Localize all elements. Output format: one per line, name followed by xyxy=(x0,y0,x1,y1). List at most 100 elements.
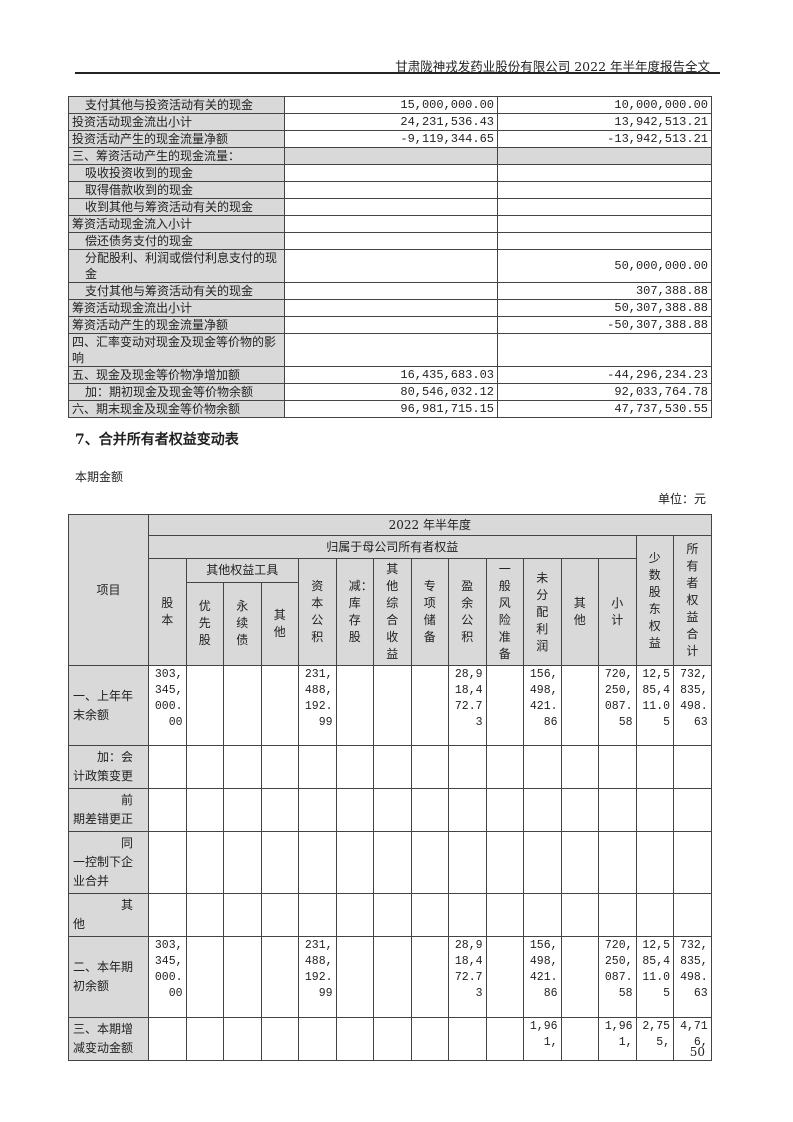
current-period-value: -9,119,344.65 xyxy=(284,130,498,148)
cell-value xyxy=(223,665,262,746)
column-header: 其他 xyxy=(560,558,599,666)
table-row: 四、汇率变动对现金及现金等价物的影响 xyxy=(68,333,712,367)
cell-value xyxy=(598,831,637,894)
prior-period-value: 307,388.88 xyxy=(497,282,712,300)
prior-period-value xyxy=(497,164,712,182)
row-label: 四、汇率变动对现金及现金等价物的影响 xyxy=(68,333,285,367)
cell-value: 28,918,472.73 xyxy=(448,936,487,1018)
column-header: 减：库存股 xyxy=(335,558,374,666)
cell-value xyxy=(373,893,412,937)
table-row: 二、本年期初余额 303,345,000.00 231,488,192.99 28,9… xyxy=(68,936,712,1018)
cell-value: 1,961, xyxy=(523,1017,562,1061)
row-label: 二、本年期初余额 xyxy=(68,936,149,1018)
parent-equity-header: 归属于母公司所有者权益 xyxy=(148,535,637,559)
table-row: 筹资活动产生的现金流量净额 -50,307,388.88 xyxy=(68,316,712,334)
column-header-text: 永续债 xyxy=(236,599,249,648)
cell-value xyxy=(523,831,562,894)
row-label: 同一控制下企业合并 xyxy=(68,831,149,894)
column-header: 优先股 xyxy=(185,581,224,667)
prior-period-value: 10,000,000.00 xyxy=(497,96,712,114)
cell-value xyxy=(523,893,562,937)
cell-value xyxy=(260,788,299,832)
cell-value xyxy=(635,745,674,789)
column-header-text: 小计 xyxy=(611,596,624,627)
cell-value: 12,585,411.05 xyxy=(635,665,674,746)
cell-value: 156,498,421.86 xyxy=(523,665,562,746)
table-row: 其他 xyxy=(68,893,712,937)
column-header: 资本公积 xyxy=(298,558,337,666)
cell-value xyxy=(260,893,299,937)
equity-change-table: 项目 2022 年半年度 归属于母公司所有者权益 少数股东权益 所有者权益合计 股本 其他权… xyxy=(68,514,712,1061)
cell-value: 231,488,192.99 xyxy=(298,665,337,746)
running-header: 甘肃陇神戎发药业股份有限公司 2022 年半年度报告全文 xyxy=(395,59,710,74)
column-header-text: 未分配利润 xyxy=(536,570,549,653)
cell-value xyxy=(410,1017,449,1061)
cell-value xyxy=(373,1017,412,1061)
cell-value xyxy=(485,1017,524,1061)
row-label: 偿还债务支付的现金 xyxy=(68,232,285,250)
cell-value: 720,250,087.58 xyxy=(598,665,637,746)
column-header-text: 盈余公积 xyxy=(461,579,474,644)
table-row: 加：期初现金及现金等价物余额 80,546,032.12 92,033,764.78 xyxy=(68,383,712,401)
row-label: 支付其他与投资活动有关的现金 xyxy=(68,96,285,114)
current-period-value xyxy=(284,333,498,367)
cell-value: 732,835,498.63 xyxy=(673,665,712,746)
cell-value: 28,918,472.73 xyxy=(448,665,487,746)
cell-value xyxy=(410,893,449,937)
cell-value xyxy=(148,745,187,789)
column-header: 小计 xyxy=(598,558,637,666)
column-header-text: 少数股东权益 xyxy=(648,550,661,650)
cell-value xyxy=(635,788,674,832)
cell-value xyxy=(560,745,599,789)
table-row: 分配股利、利润或偿付利息支付的现金 50,000,000.00 xyxy=(68,249,712,283)
prior-period-value xyxy=(497,198,712,216)
prior-period-value xyxy=(497,215,712,233)
header-row: 归属于母公司所有者权益 少数股东权益 所有者权益合计 xyxy=(69,535,712,666)
column-header: 股本 xyxy=(148,558,187,666)
cell-value xyxy=(410,831,449,894)
cell-value xyxy=(410,936,449,1018)
header-row: 项目 2022 年半年度 xyxy=(68,514,712,666)
current-period-value xyxy=(284,164,498,182)
column-header: 一般风险准备 xyxy=(485,558,524,666)
column-header-text: 其他 xyxy=(573,596,586,627)
cell-value xyxy=(673,893,712,937)
cell-value xyxy=(335,665,374,746)
cell-value xyxy=(260,665,299,746)
cell-value xyxy=(185,665,224,746)
cell-value xyxy=(223,1017,262,1061)
cell-value xyxy=(410,745,449,789)
prior-period-value: -44,296,234.23 xyxy=(497,366,712,384)
cell-value xyxy=(185,1017,224,1061)
current-period-value: 16,435,683.03 xyxy=(284,366,498,384)
prior-period-value: 50,000,000.00 xyxy=(497,249,712,283)
cell-value: 1,961, xyxy=(598,1017,637,1061)
prior-period-value: -13,942,513.21 xyxy=(497,130,712,148)
column-header: 其他综合收益 xyxy=(373,558,412,666)
cell-value xyxy=(448,893,487,937)
cell-value xyxy=(410,788,449,832)
column-header-text: 减：库存股 xyxy=(348,579,373,644)
cell-value xyxy=(335,1017,374,1061)
current-period-value: 80,546,032.12 xyxy=(284,383,498,401)
cashflow-table: 支付其他与投资活动有关的现金 15,000,000.00 10,000,000.00… xyxy=(68,96,712,418)
table-row: 三、筹资活动产生的现金流量： xyxy=(68,147,712,165)
table-row: 投资活动现金流出小计 24,231,536.43 13,942,513.21 xyxy=(68,113,712,131)
row-label: 一、上年年末余额 xyxy=(68,665,149,746)
cell-value xyxy=(560,831,599,894)
cell-value xyxy=(485,665,524,746)
cell-value xyxy=(260,745,299,789)
item-header: 项目 xyxy=(68,514,149,666)
cell-value xyxy=(598,788,637,832)
table-row: 六、期末现金及现金等价物余额 96,981,715.15 47,737,530.55 xyxy=(68,400,712,418)
cell-value: 156,498,421.86 xyxy=(523,936,562,1018)
table-row: 支付其他与投资活动有关的现金 15,000,000.00 10,000,000.00 xyxy=(68,96,712,114)
table-row: 筹资活动现金流入小计 xyxy=(68,215,712,233)
cell-value: 12,585,411.05 xyxy=(635,936,674,1018)
row-label: 筹资活动产生的现金流量净额 xyxy=(68,316,285,334)
cell-value xyxy=(410,665,449,746)
prior-period-value xyxy=(497,147,712,165)
cell-value xyxy=(298,788,337,832)
cell-value xyxy=(485,788,524,832)
cell-value xyxy=(598,893,637,937)
